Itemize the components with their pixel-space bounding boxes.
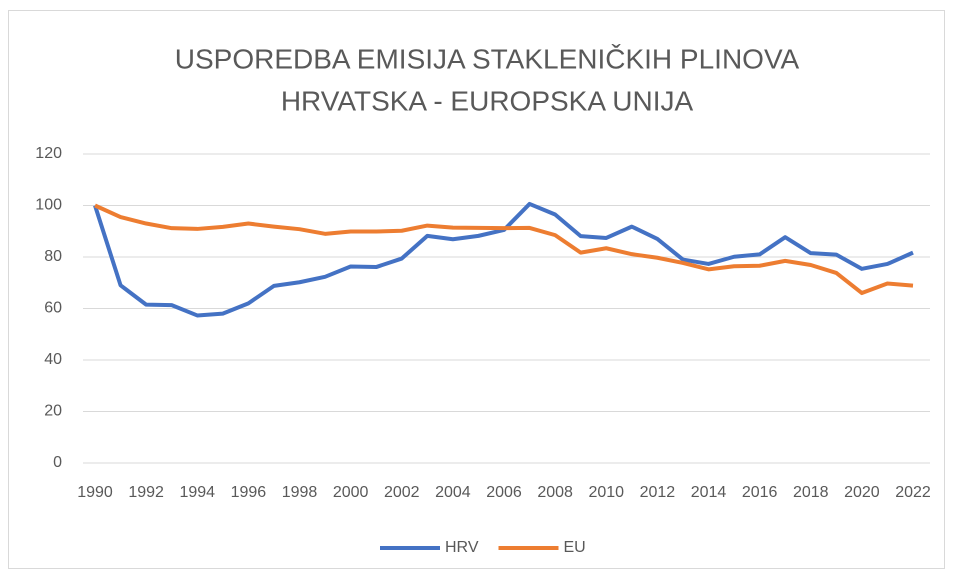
data-line — [94, 203, 914, 296]
y-tick-label: 40 — [44, 351, 62, 368]
x-tick-label: 2022 — [895, 484, 931, 501]
x-tick-label: 2018 — [793, 484, 829, 501]
x-tick-label: 2000 — [333, 484, 369, 501]
x-tick-label: 1994 — [179, 484, 215, 501]
x-tick-label: 2016 — [742, 484, 778, 501]
x-tick-label: 2012 — [640, 484, 676, 501]
y-tick-label: 60 — [44, 300, 62, 317]
legend-label: EU — [564, 539, 586, 556]
chart-title: USPOREDBA EMISIJA STAKLENIČKIH PLINOVA — [175, 43, 800, 74]
y-tick-label: 20 — [44, 403, 62, 420]
x-tick-label: 1996 — [231, 484, 267, 501]
chart-border — [8, 10, 945, 569]
x-tick-label: 2010 — [588, 484, 624, 501]
x-tick-label: 2004 — [435, 484, 471, 501]
x-tick-label: 2014 — [691, 484, 727, 501]
x-tick-label: 1990 — [77, 484, 113, 501]
x-tick-label: 2008 — [537, 484, 573, 501]
x-tick-label: 2002 — [384, 484, 420, 501]
legend-label: HRV — [445, 539, 479, 556]
x-tick-label: 1992 — [128, 484, 164, 501]
y-tick-label: 120 — [35, 145, 62, 162]
x-tick-label: 2006 — [486, 484, 522, 501]
chart-title: HRVATSKA - EUROPSKA UNIJA — [281, 85, 694, 116]
y-tick-label: 100 — [35, 197, 62, 214]
y-tick-label: 0 — [53, 454, 62, 471]
x-tick-label: 1998 — [282, 484, 318, 501]
y-tick-label: 80 — [44, 248, 62, 265]
x-tick-label: 2020 — [844, 484, 880, 501]
